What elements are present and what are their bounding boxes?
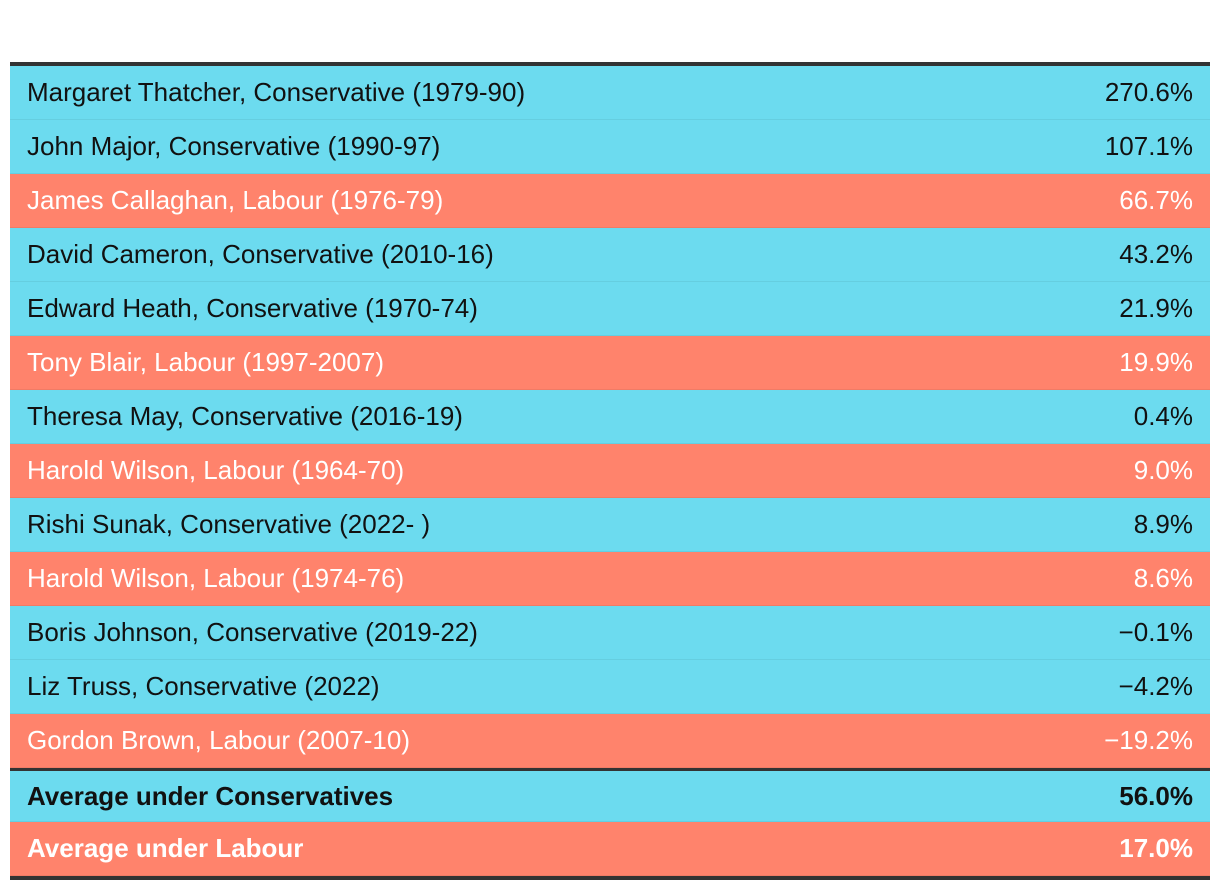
prime-minister-label: Margaret Thatcher, Conservative (1979-90… xyxy=(27,77,526,107)
average-row: Average under Labour 17.0% xyxy=(10,822,1210,876)
average-label: Average under Labour xyxy=(27,833,304,863)
table-row: Theresa May, Conservative (2016-19) 0.4% xyxy=(10,390,1210,444)
prime-minister-label: Theresa May, Conservative (2016-19) xyxy=(27,401,463,431)
growth-value: 9.0% xyxy=(1133,455,1193,485)
growth-value: 43.2% xyxy=(1119,239,1193,269)
table-row: David Cameron, Conservative (2010-16) 43.… xyxy=(10,228,1210,282)
prime-minister-label: Harold Wilson, Labour (1964-70) xyxy=(27,455,405,485)
prime-minister-label: Liz Truss, Conservative (2022) xyxy=(27,671,380,701)
table-row: Liz Truss, Conservative (2022) −4.2% xyxy=(10,660,1210,714)
prime-minister-label: Rishi Sunak, Conservative (2022- ) xyxy=(27,509,431,539)
prime-minister-label: John Major, Conservative (1990-97) xyxy=(27,131,441,161)
growth-value: 19.9% xyxy=(1119,347,1193,377)
table-row: Rishi Sunak, Conservative (2022- ) 8.9% xyxy=(10,498,1210,552)
prime-minister-label: Gordon Brown, Labour (2007-10) xyxy=(27,725,411,755)
pm-growth-table: Margaret Thatcher, Conservative (1979-90… xyxy=(10,62,1210,880)
average-label: Average under Conservatives xyxy=(27,780,394,811)
average-value: 56.0% xyxy=(1119,780,1193,811)
growth-value: 270.6% xyxy=(1104,77,1193,107)
growth-value: −0.1% xyxy=(1118,617,1193,647)
table-row: Gordon Brown, Labour (2007-10) −19.2% xyxy=(10,714,1210,768)
growth-value: −4.2% xyxy=(1118,671,1193,701)
table-row: Harold Wilson, Labour (1964-70) 9.0% xyxy=(10,444,1210,498)
prime-minister-label: Edward Heath, Conservative (1970-74) xyxy=(27,293,478,323)
prime-minister-label: James Callaghan, Labour (1976-79) xyxy=(27,185,444,215)
table-row: Tony Blair, Labour (1997-2007) 19.9% xyxy=(10,336,1210,390)
growth-value: 21.9% xyxy=(1119,293,1193,323)
table-row: Edward Heath, Conservative (1970-74) 21.9… xyxy=(10,282,1210,336)
average-row: Average under Conservatives 56.0% xyxy=(10,768,1210,822)
growth-value: 8.9% xyxy=(1133,509,1193,539)
prime-minister-label: Tony Blair, Labour (1997-2007) xyxy=(27,347,385,377)
average-value: 17.0% xyxy=(1119,833,1193,863)
table-row: Harold Wilson, Labour (1974-76) 8.6% xyxy=(10,552,1210,606)
table-row: Boris Johnson, Conservative (2019-22) −0.… xyxy=(10,606,1210,660)
growth-value: 8.6% xyxy=(1133,563,1193,593)
prime-minister-label: Boris Johnson, Conservative (2019-22) xyxy=(27,617,478,647)
growth-value: 66.7% xyxy=(1119,185,1193,215)
growth-value: 0.4% xyxy=(1133,401,1193,431)
prime-minister-label: David Cameron, Conservative (2010-16) xyxy=(27,239,494,269)
table-row: Margaret Thatcher, Conservative (1979-90… xyxy=(10,66,1210,120)
growth-value: 107.1% xyxy=(1104,131,1193,161)
table-row: John Major, Conservative (1990-97) 107.1% xyxy=(10,120,1210,174)
prime-minister-label: Harold Wilson, Labour (1974-76) xyxy=(27,563,405,593)
table-row: James Callaghan, Labour (1976-79) 66.7% xyxy=(10,174,1210,228)
growth-value: −19.2% xyxy=(1104,725,1193,755)
